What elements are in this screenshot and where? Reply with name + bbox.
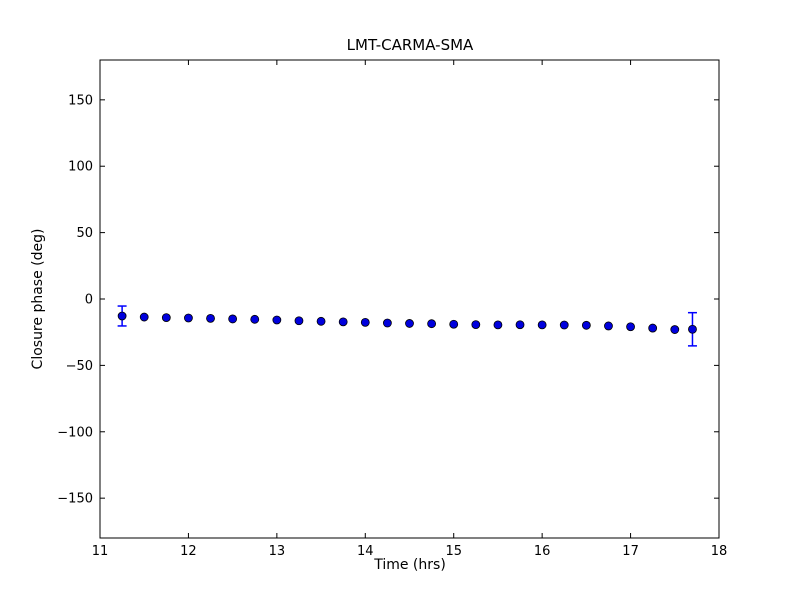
data-point bbox=[493, 320, 503, 330]
y-tick-label: 150 bbox=[68, 93, 93, 108]
y-tick-label: −50 bbox=[66, 359, 93, 374]
y-tick-label: 0 bbox=[85, 293, 93, 308]
data-point bbox=[559, 320, 569, 330]
x-axis-label: Time (hrs) bbox=[374, 557, 446, 573]
axes-frame bbox=[99, 59, 720, 539]
chart-title: LMT-CARMA-SMA bbox=[346, 36, 474, 54]
x-tick-label: 11 bbox=[92, 544, 109, 559]
data-point bbox=[604, 321, 613, 331]
data-point bbox=[670, 325, 680, 334]
data-point bbox=[338, 317, 348, 327]
data-point bbox=[294, 316, 304, 326]
x-tick-label: 14 bbox=[357, 544, 374, 559]
x-tick-label: 12 bbox=[180, 544, 197, 559]
data-point bbox=[626, 322, 635, 332]
y-tick-label: −150 bbox=[57, 492, 93, 507]
data-point bbox=[449, 319, 459, 329]
data-point bbox=[206, 313, 215, 323]
data-point bbox=[405, 319, 414, 328]
data-point bbox=[537, 320, 547, 330]
data-point bbox=[648, 323, 658, 333]
x-tick-label: 18 bbox=[711, 544, 728, 559]
y-tick-label: −100 bbox=[57, 425, 93, 440]
x-tick-label: 16 bbox=[534, 544, 551, 559]
data-point bbox=[382, 318, 392, 328]
data-point bbox=[250, 314, 260, 324]
y-tick-label: 50 bbox=[76, 226, 93, 241]
data-point bbox=[360, 317, 370, 327]
data-point bbox=[688, 324, 697, 334]
x-tick-label: 15 bbox=[445, 544, 462, 559]
data-point bbox=[581, 320, 591, 330]
data-point bbox=[117, 311, 127, 321]
x-tick-label: 13 bbox=[269, 544, 286, 559]
data-point bbox=[139, 312, 149, 322]
data-point bbox=[161, 313, 171, 322]
data-point bbox=[515, 320, 525, 330]
data-point bbox=[427, 319, 437, 329]
data-point bbox=[471, 320, 481, 330]
y-axis-label: Closure phase (deg) bbox=[30, 228, 46, 370]
data-point bbox=[316, 316, 326, 326]
y-tick-label: 100 bbox=[68, 160, 93, 175]
x-tick-label: 17 bbox=[622, 544, 639, 559]
data-point bbox=[184, 313, 193, 323]
data-point bbox=[228, 314, 238, 324]
data-point bbox=[272, 315, 282, 325]
